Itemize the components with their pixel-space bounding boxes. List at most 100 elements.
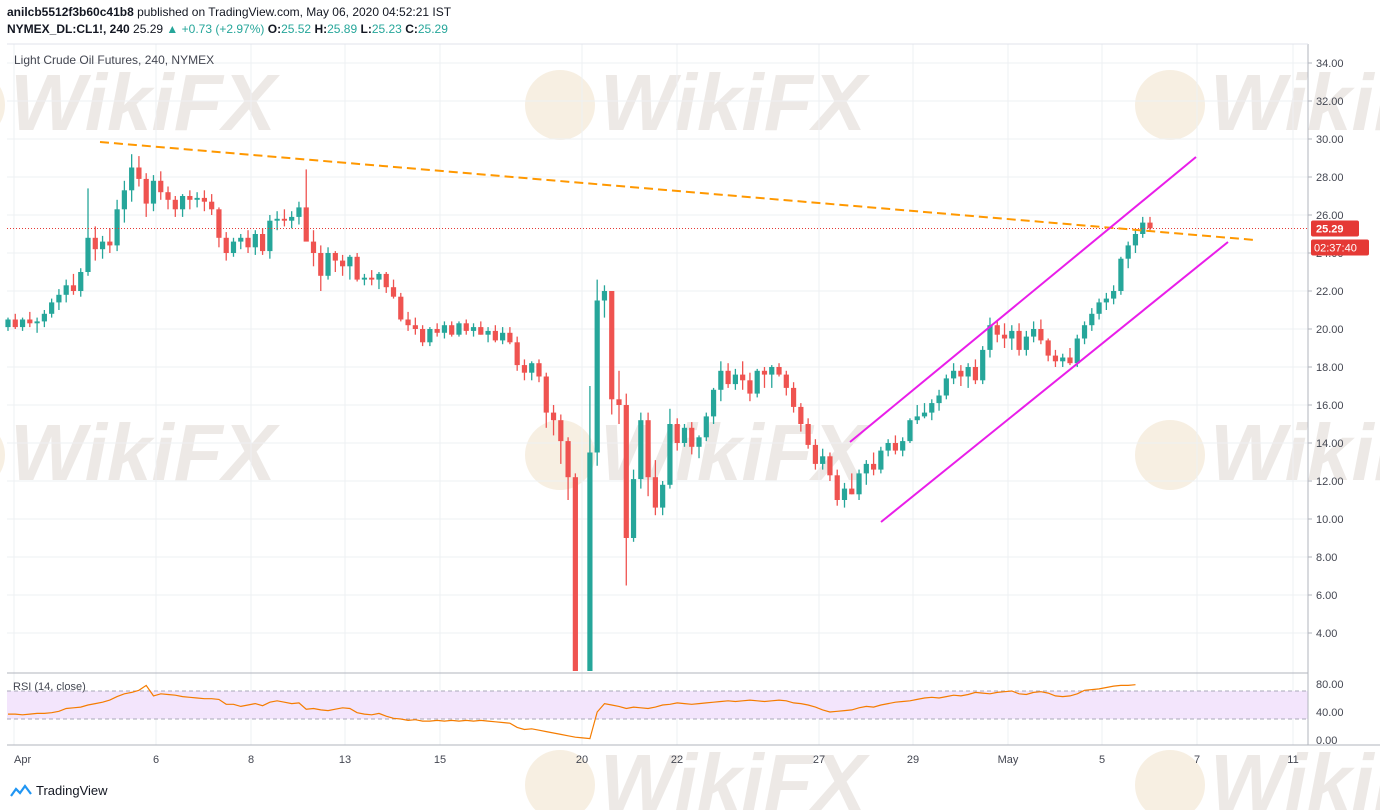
candle [696,437,702,447]
candle [558,420,564,442]
watermark-logo-icon [0,86,5,124]
candle [412,325,418,329]
watermark-layer: WikiFX WikiFX WikiFX WikiFX WikiFX WikiFX Wiki… [0,58,1380,810]
candle [259,234,266,252]
candle [907,420,913,442]
candle [1147,222,1153,229]
candle [587,452,593,671]
candle [172,199,178,210]
watermark-logo-icon [525,420,595,490]
watermark-text: WikiFX [600,738,871,810]
publish-text: published on TradingView.com, May 06, 20… [133,5,452,19]
candle [812,444,819,464]
close-value: 25.29 [417,22,448,36]
candle [681,427,688,443]
y-tick-label: 12.00 [1316,476,1344,488]
candle [485,330,491,335]
candle [456,323,462,335]
candle [536,363,542,377]
symbol-ohlc-line: NYMEX_DL:CL1!, 240 25.29 ▲ +0.73 (+2.97%… [7,22,448,36]
candle [1140,222,1146,234]
candle [1111,291,1117,299]
watermark-text: WikiFX [10,58,281,147]
candle [776,367,782,375]
candle [85,237,91,272]
candle [201,197,207,202]
x-tick-label: 29 [907,754,919,766]
candle [143,178,149,204]
candle [274,218,280,221]
y-tick-label: 16.00 [1316,400,1344,412]
close-label: C: [405,22,418,36]
candle [478,327,484,335]
candle [463,323,469,331]
candle [572,477,578,671]
candle [27,319,33,324]
candle [1096,302,1102,314]
y-tick-label: 10.00 [1316,514,1344,526]
candle [936,395,942,404]
candle [1052,355,1059,362]
candle [951,370,957,379]
candle [369,277,375,280]
candle [972,367,979,381]
candle [434,329,440,333]
candle [19,319,26,328]
rsi-band [7,690,1308,720]
candle [441,325,448,333]
brand-text: TradingView [36,783,108,798]
y-tick-label: 8.00 [1316,552,1337,564]
candle [289,216,295,221]
publish-info: anilcb5512f3b60c41b8 published on Tradin… [7,5,451,19]
tradingview-brand[interactable]: TradingView [10,783,108,798]
candle [230,241,237,253]
candle [354,256,360,280]
candle [492,330,498,341]
watermark-text: WikiFX [1210,58,1380,147]
candle [121,190,127,210]
candle [645,420,651,478]
candle [194,197,200,200]
channel-lower-line [880,241,1229,523]
author-name[interactable]: anilcb5512f3b60c41b8 [7,5,134,19]
candle [529,363,535,373]
candle [667,424,673,485]
candle [223,237,229,253]
watermark-logo-icon [525,70,595,140]
open-value: 25.52 [281,22,312,36]
candle [900,441,906,451]
candle [63,285,69,295]
candle [980,349,986,381]
candle [70,285,77,291]
y-tick-label: 32.00 [1316,96,1344,108]
candle [958,370,964,377]
candle [740,374,746,381]
candle [332,253,338,261]
candle [710,389,717,417]
candle [783,374,789,388]
candle [565,441,571,478]
watermark-logo-icon [1135,750,1205,810]
candle [921,412,928,417]
candle [238,237,244,242]
candle [1023,336,1029,350]
candle [92,237,98,250]
candle [41,313,47,322]
rsi-tick-label: 40.00 [1316,707,1344,719]
last-price-tag [1311,220,1359,237]
candle [114,209,120,246]
candle [267,220,273,252]
candle [376,273,382,280]
x-tick-label: 15 [434,754,446,766]
open-label: O: [267,22,282,36]
low-label: L: [360,22,372,36]
candle [405,319,411,326]
x-tick-label: 7 [1194,754,1200,766]
candle [470,327,477,331]
candle [216,209,222,238]
chart-legend: Light Crude Oil Futures, 240, NYMEX [14,53,215,67]
x-tick-label: 20 [576,754,588,766]
candle [420,329,426,343]
candle [1060,357,1066,362]
